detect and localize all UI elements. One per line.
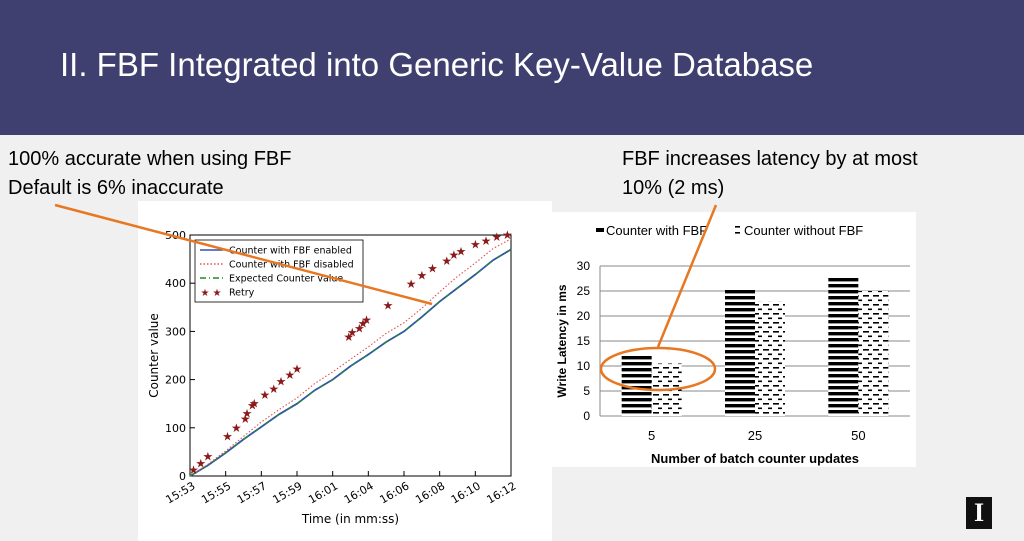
chart1-retry-marker: ★ [347,325,358,339]
chart1-retry-marker: ★ [441,254,452,268]
chart1-retry-marker: ★ [188,463,199,477]
illinois-block-i-icon: I [966,497,992,529]
chart1-series-line-3 [189,248,512,477]
chart2-legend-label: Counter with FBF [606,223,707,238]
chart2-bar-with-fbf [828,276,859,416]
latency-notes: FBF increases latency by at most 10% (2 … [622,145,918,203]
chart1-retry-marker: ★ [195,456,206,470]
chart1-x-axis-label: Time (in mm:ss) [301,512,399,526]
chart2-y-tick-label: 30 [577,259,591,273]
chart1-retry-marker: ★ [231,421,242,435]
chart1-legend-label: Expected Counter value [229,274,343,285]
chart2-y-tick-label: 10 [577,359,591,373]
chart1-retry-marker: ★ [284,368,295,382]
chart1-retry-marker: ★ [240,412,251,426]
chart2-bar-with-fbf [725,288,755,416]
chart2-x-tick-label: 50 [851,428,865,443]
latency-note-line-2: 10% (2 ms) [622,177,725,199]
write-latency-bar-chart: 0 5 10 15 20 25 30 5 25 50 Number of batch counter… [552,212,916,467]
chart1-retry-marker: ★ [249,397,260,411]
chart2-x-tick-label: 5 [648,428,655,443]
accuracy-notes: 100% accurate when using FBF Default is … [8,145,292,203]
chart1-retry-marker: ★ [268,382,279,396]
chart2-legend-label: Counter without FBF [744,223,863,238]
chart1-legend-label: Retry [229,288,255,299]
chart2-y-tick-label: 20 [577,309,591,323]
chart1-retry-marker: ★ [491,230,502,244]
accuracy-note-line-2: Default is 6% inaccurate [8,177,224,199]
chart1-legend-swatch: ★ [201,288,210,299]
chart1-series-line-2 [189,238,512,477]
chart1-y-tick-label: 100 [165,422,186,435]
chart1-retry-marker: ★ [427,262,438,276]
chart1-legend-swatch: ★ [213,288,222,299]
chart1-retry-marker: ★ [343,330,354,344]
chart2-y-axis-label: Write Latency in ms [555,284,569,397]
chart1-retry-marker: ★ [354,322,365,336]
chart1-retry-marker: ★ [361,313,372,327]
chart1-retry-marker: ★ [456,244,467,258]
slide-header: II. FBF Integrated into Generic Key-Valu… [0,0,1024,135]
slide-title: II. FBF Integrated into Generic Key-Valu… [60,46,814,83]
chart2-y-tick-label: 15 [577,334,591,348]
chart1-retry-marker: ★ [260,388,271,402]
chart1-y-tick-label: 0 [179,470,186,483]
chart1-retry-marker: ★ [502,228,513,242]
chart2-x-tick-label: 25 [748,428,762,443]
chart1-retry-marker: ★ [470,238,481,252]
chart2-legend-swatch [735,226,740,228]
chart1-y-tick-label: 400 [165,277,186,290]
chart1-retry-marker: ★ [481,234,492,248]
chart1-retry-marker: ★ [292,362,303,376]
chart1-retry-marker: ★ [222,429,233,443]
chart2-y-tick-label: 0 [583,409,590,423]
chart1-retry-marker: ★ [242,406,253,420]
chart1-retry-marker: ★ [276,375,287,389]
chart2-y-tick-label: 5 [583,384,590,398]
chart2-y-tick-label: 25 [577,284,591,298]
latency-note-line-1: FBF increases latency by at most [622,148,918,170]
chart1-retry-marker: ★ [358,317,369,331]
chart2-legend-swatch [735,232,740,234]
chart2-bar-with-fbf [621,354,652,416]
chart1-legend-label: Counter with FBF disabled [229,260,354,271]
chart2-bar-without-fbf [651,363,682,416]
accuracy-note-line-1: 100% accurate when using FBF [8,148,292,170]
chart1-retry-marker: ★ [449,248,460,262]
chart1-retry-marker: ★ [247,399,258,413]
chart1-y-axis-label: Counter value [147,313,161,398]
chart2-x-axis-label: Number of batch counter updates [651,451,859,466]
chart2-bar-without-fbf [858,291,889,416]
chart1-retry-marker: ★ [383,298,394,312]
chart1-retry-marker: ★ [202,450,213,464]
chart1-retry-marker: ★ [406,277,417,291]
chart1-y-tick-label: 500 [165,229,186,242]
chart2-bar-without-fbf [755,301,785,416]
chart1-y-tick-label: 300 [165,325,186,338]
chart1-legend-label: Counter with FBF enabled [229,246,352,257]
chart2-legend-swatch [596,228,604,232]
chart1-retry-marker: ★ [416,268,427,282]
chart1-y-tick-label: 200 [165,374,186,387]
